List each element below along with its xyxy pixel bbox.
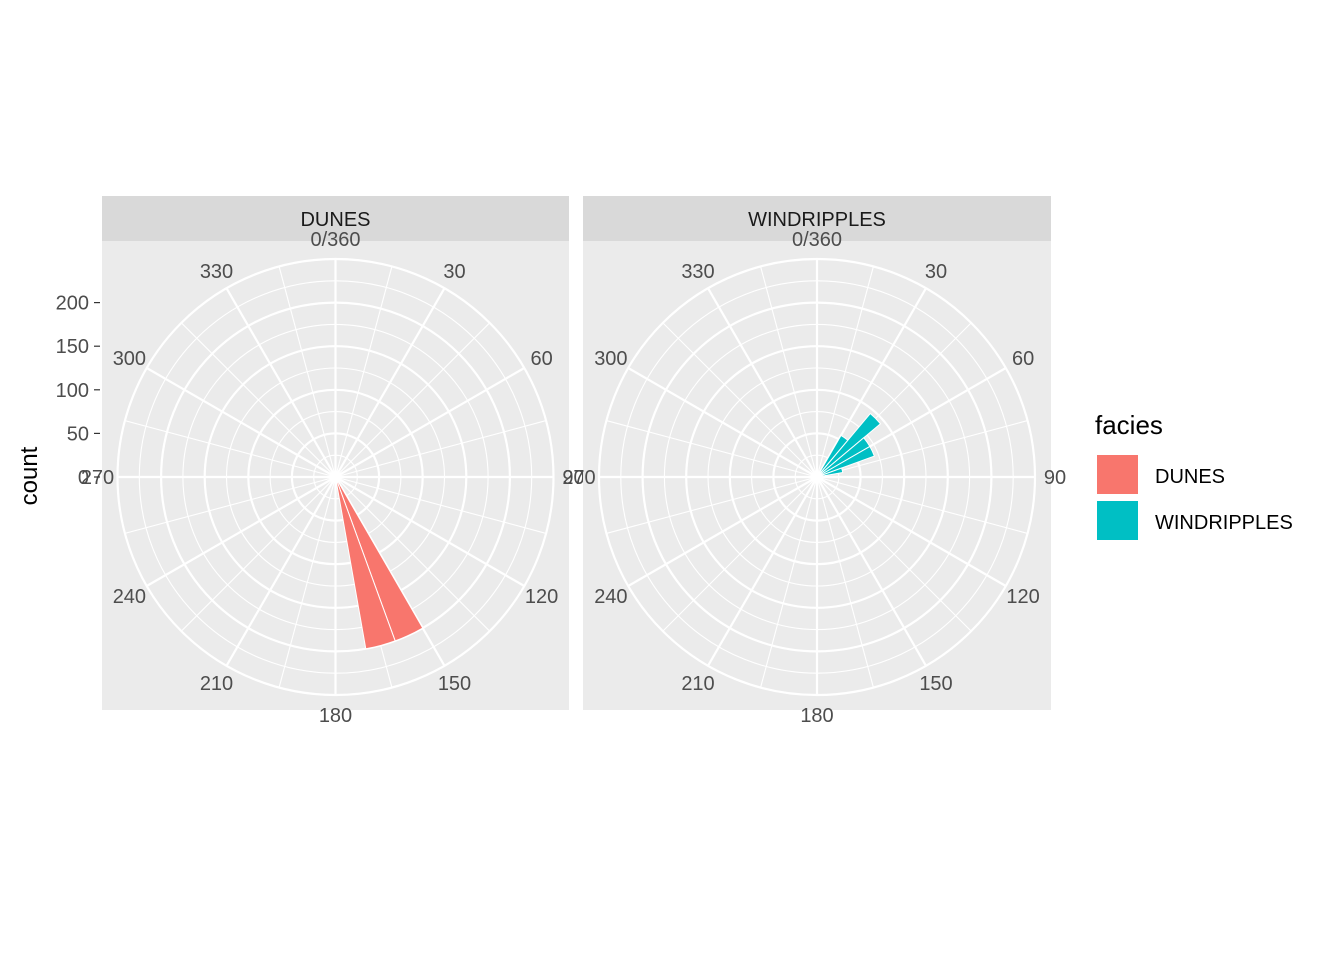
angle-tick-label: 300 [113, 348, 146, 370]
minor-grid-spoke [816, 476, 874, 688]
minor-grid-spoke [816, 476, 1028, 534]
minor-grid-spoke [278, 266, 337, 478]
minor-grid-spoke [662, 322, 818, 478]
y-tick-label: 50 [67, 423, 89, 445]
angle-tick-label: 270 [81, 467, 114, 489]
strip-background-windripples [583, 196, 1051, 241]
minor-grid-spoke [278, 476, 337, 688]
angle-tick-label: 120 [1006, 586, 1039, 608]
legend-label-windripples: WINDRIPPLES [1155, 512, 1293, 534]
major-grid-spoke [334, 287, 446, 478]
minor-grid-spoke [760, 476, 818, 688]
angle-tick-label: 330 [200, 261, 233, 283]
bar-wedge [816, 445, 875, 478]
angle-tick-label: 180 [800, 705, 833, 727]
major-grid-spoke [627, 367, 818, 478]
angle-tick-label: 210 [200, 673, 233, 695]
major-grid-spoke [334, 476, 525, 587]
minor-grid-spoke [334, 266, 393, 478]
legend-key-windripples [1097, 501, 1138, 540]
major-grid-spoke [146, 367, 337, 478]
minor-grid-spoke [606, 476, 818, 534]
minor-grid-spoke [180, 322, 336, 478]
y-axis-title: count [16, 446, 43, 505]
angle-labels-dunes: 0/360 30 60 90 120 150 180 210 240 270 300 330 [81, 229, 585, 727]
angle-tick-label: 90 [1044, 467, 1066, 489]
angle-labels-windripples: 0/360 30 60 90 120 150 180 210 240 270 300 330 [562, 229, 1066, 727]
major-grid-spoke [707, 287, 818, 478]
minor-grid-spoke [816, 266, 874, 478]
legend-title: facies [1095, 410, 1163, 440]
angle-tick-label: 210 [681, 673, 714, 695]
angle-tick-label: 30 [925, 261, 947, 283]
minor-grid-spoke [606, 420, 818, 478]
polar-grid-windripples [597, 257, 1037, 697]
minor-grid-spoke [124, 476, 336, 534]
major-grid-spoke [225, 287, 337, 478]
major-grid-spoke [146, 476, 337, 587]
angle-tick-label: 120 [525, 586, 558, 608]
major-grid-spoke [334, 367, 525, 478]
bar-wedge [816, 467, 844, 478]
minor-grid-spoke [335, 476, 491, 632]
angle-tick-label: 0/360 [792, 229, 842, 251]
bars-dunes [335, 476, 424, 650]
angle-tick-label: 60 [530, 348, 552, 370]
angle-tick-label: 150 [438, 673, 471, 695]
major-grid-spoke [816, 476, 927, 667]
polar-grid-dunes [116, 257, 555, 697]
angle-tick-label: 30 [443, 261, 465, 283]
legend-key-dunes [1097, 455, 1138, 494]
y-axis: 0 50 100 150 200 [56, 293, 100, 489]
angle-tick-label: 240 [594, 586, 627, 608]
y-tick-label: 0 [78, 467, 89, 489]
minor-grid-spoke [180, 476, 336, 632]
angle-tick-label: 300 [594, 348, 627, 370]
panel-windripples: WINDRIPPLES 0/360 30 60 90 120 150 180 210 240 27… [562, 196, 1066, 727]
major-grid-spoke [225, 476, 337, 667]
bar-wedge [816, 412, 882, 478]
angle-tick-label: 180 [319, 705, 352, 727]
minor-grid-spoke [816, 420, 1028, 478]
minor-grid-spoke [760, 266, 818, 478]
minor-grid-spoke [662, 476, 818, 632]
strip-background-dunes [102, 196, 569, 241]
minor-grid-spoke [816, 476, 972, 632]
angle-tick-label: 150 [919, 673, 952, 695]
legend-label-dunes: DUNES [1155, 466, 1225, 488]
angle-tick-label: 240 [113, 586, 146, 608]
angle-tick-label: 0/360 [310, 229, 360, 251]
strip-label-dunes: DUNES [300, 209, 370, 231]
y-tick-label: 100 [56, 380, 89, 402]
panel-dunes: DUNES 0/360 30 60 90 120 150 180 210 240 270 300 33… [81, 196, 585, 727]
angle-tick-label: 60 [1012, 348, 1034, 370]
legend: facies DUNES WINDRIPPLES [1095, 410, 1293, 540]
minor-grid-spoke [335, 420, 547, 478]
y-tick-label: 150 [56, 336, 89, 358]
major-grid-spoke [627, 476, 818, 587]
minor-grid-spoke [335, 322, 491, 478]
minor-grid-spoke [335, 476, 547, 534]
major-grid-spoke [707, 476, 818, 667]
angle-tick-label: 90 [562, 467, 584, 489]
bars-windripples [816, 412, 882, 478]
angle-tick-label: 330 [681, 261, 714, 283]
strip-label-windripples: WINDRIPPLES [748, 209, 886, 231]
bar-wedge [335, 476, 396, 650]
angle-tick-label: 270 [562, 467, 595, 489]
major-grid-spoke [816, 476, 1007, 587]
minor-grid-spoke [124, 420, 336, 478]
y-tick-label: 200 [56, 293, 89, 315]
